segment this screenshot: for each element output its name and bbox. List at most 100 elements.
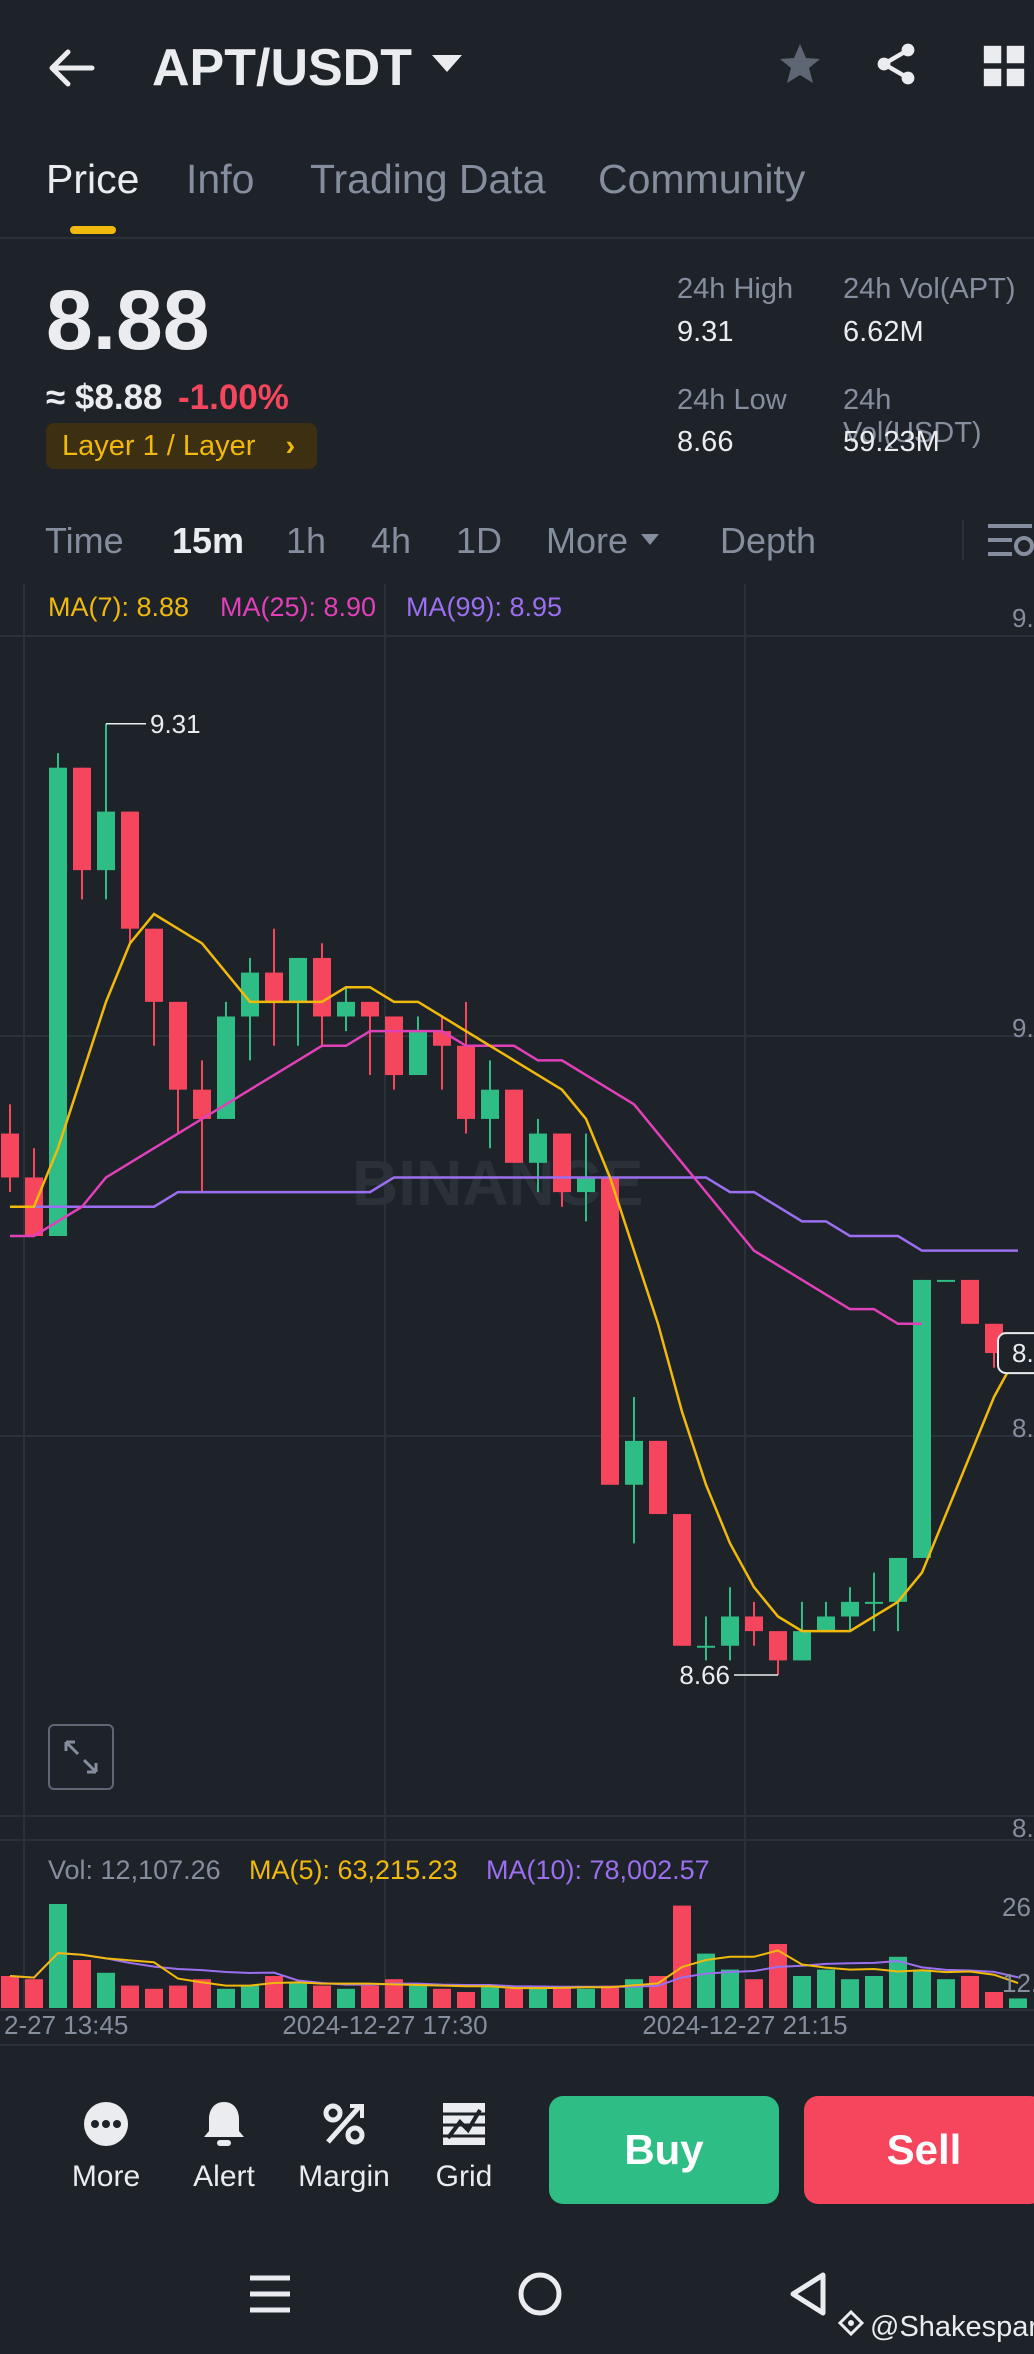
grid-label: Grid	[435, 2160, 493, 2193]
current-price-tag	[997, 1332, 1034, 1375]
interval-1d[interactable]: 1D	[456, 520, 503, 561]
recents-icon[interactable]	[248, 2272, 292, 2321]
interval-more[interactable]: More	[546, 520, 629, 561]
price-axis-label: 8.	[1012, 1813, 1034, 1843]
volume-bar	[889, 1956, 907, 2008]
vol-quote-label: 24h Vol(USDT)	[843, 384, 982, 449]
candle-body	[697, 1645, 715, 1648]
tab-community[interactable]: Community	[598, 156, 806, 202]
candle-body	[673, 1514, 691, 1646]
candle-body	[1, 1133, 19, 1178]
candle-body	[409, 1031, 427, 1076]
volume-bar	[745, 1979, 763, 2008]
volume-ma5: MA(5): 63,215.23	[249, 1855, 458, 1885]
volume-axis-label: 26	[1002, 1892, 1031, 1922]
high-value: 9.31	[677, 316, 734, 348]
low-marker-label: 8.66	[679, 1660, 730, 1690]
volume-bar	[625, 1979, 643, 2008]
volume-bar	[337, 1988, 355, 2008]
volume-bar	[649, 1976, 667, 2008]
sell-button[interactable]: Sell	[804, 2096, 1034, 2204]
volume-bar	[961, 1976, 979, 2008]
volume-bar	[25, 1979, 43, 2008]
candle-body	[961, 1279, 979, 1324]
time-axis-label: 2-27 13:45	[4, 2010, 128, 2040]
volume-bar	[553, 1987, 571, 2008]
margin-action[interactable]: Margin	[289, 2092, 399, 2194]
vol-base-value: 6.62M	[843, 316, 924, 348]
candle-body	[313, 957, 331, 1017]
volume-bar	[193, 1979, 211, 2008]
interval-4h[interactable]: 4h	[371, 520, 412, 561]
volume-bar	[673, 1905, 691, 2008]
interval-15m[interactable]: 15m	[172, 520, 245, 561]
tab-trading-data[interactable]: Trading Data	[310, 156, 546, 202]
grid-action[interactable]: Grid	[409, 2092, 519, 2194]
candle-body	[145, 928, 163, 1002]
chart-settings-icon[interactable]	[988, 522, 1034, 563]
ma99-line	[10, 1176, 1018, 1252]
active-tab-indicator	[70, 226, 116, 234]
ma7-line	[10, 912, 1020, 1633]
back-nav-icon[interactable]	[787, 2270, 831, 2323]
time-axis-label: 2024-12-27 17:30	[282, 2010, 487, 2040]
candle-body	[169, 1001, 187, 1090]
volume-bar	[145, 1988, 163, 2008]
volume-ma5-line	[9, 1949, 1019, 1990]
interval-time[interactable]: Time	[45, 520, 124, 561]
sector-tag[interactable]: Layer 1 / Layer ›	[46, 423, 318, 469]
candle-body	[73, 767, 91, 871]
usd-price: ≈ $8.88	[46, 378, 163, 417]
user-watermark: @Shakespare	[837, 2309, 1034, 2344]
grid-icon[interactable]	[982, 44, 1026, 93]
candle-body	[937, 1279, 955, 1282]
volume-bar	[865, 1976, 883, 2008]
buy-button[interactable]: Buy	[549, 2096, 779, 2204]
volume-bar	[169, 1985, 187, 2008]
candlestick-chart[interactable]: BINANCE 9.31 8.66 9. 9. 8. 8. 8. 26 12. 2-27 13:45…	[0, 584, 1034, 2044]
tab-info[interactable]: Info	[186, 156, 255, 202]
volume-bar	[433, 1988, 451, 2008]
back-arrow-icon[interactable]	[46, 42, 98, 103]
candle-body	[769, 1631, 787, 1661]
volume-bar	[457, 1992, 475, 2008]
pair-title[interactable]: APT/USDT	[152, 39, 412, 97]
interval-1h[interactable]: 1h	[286, 520, 327, 561]
ma7-legend: MA(7): 8.88	[48, 592, 190, 622]
vol-quote-value: 59.23M	[843, 426, 940, 458]
volume-bar	[385, 1979, 403, 2008]
candle-body	[241, 972, 259, 1017]
candle-body	[889, 1557, 907, 1602]
candle-body	[193, 1089, 211, 1119]
candle-body	[217, 1016, 235, 1119]
home-icon[interactable]	[516, 2270, 564, 2323]
price-axis-label: 8.	[1012, 1413, 1034, 1443]
volume-bar	[217, 1988, 235, 2008]
candle-body	[265, 972, 283, 1002]
alert-action[interactable]: Alert	[169, 2092, 279, 2194]
depth-tab[interactable]: Depth	[720, 520, 817, 561]
volume-bar	[1009, 1998, 1027, 2008]
volume-bar	[913, 1969, 931, 2008]
more-action[interactable]: More	[51, 2092, 161, 2194]
volume-axis-label: 12.	[1002, 1968, 1034, 1998]
star-icon[interactable]	[776, 40, 824, 96]
candle-body	[385, 1016, 403, 1076]
candle-body	[49, 767, 67, 1236]
ma25-line	[10, 1029, 922, 1326]
action-bar	[0, 2044, 1034, 2246]
fullscreen-icon[interactable]	[48, 1724, 114, 1790]
volume-bar	[289, 1982, 307, 2008]
volume-bar	[505, 1988, 523, 2008]
share-icon[interactable]	[872, 40, 920, 93]
candle-body	[529, 1133, 547, 1163]
caret-down-icon[interactable]	[432, 55, 462, 72]
candle-body	[721, 1616, 739, 1646]
candle-body	[121, 811, 139, 929]
last-price: 8.88	[46, 273, 210, 367]
bell-icon	[169, 2092, 279, 2148]
volume-bar	[361, 1985, 379, 2008]
divider	[962, 520, 964, 560]
caret-down-icon[interactable]	[641, 534, 659, 545]
tab-price[interactable]: Price	[46, 156, 140, 202]
